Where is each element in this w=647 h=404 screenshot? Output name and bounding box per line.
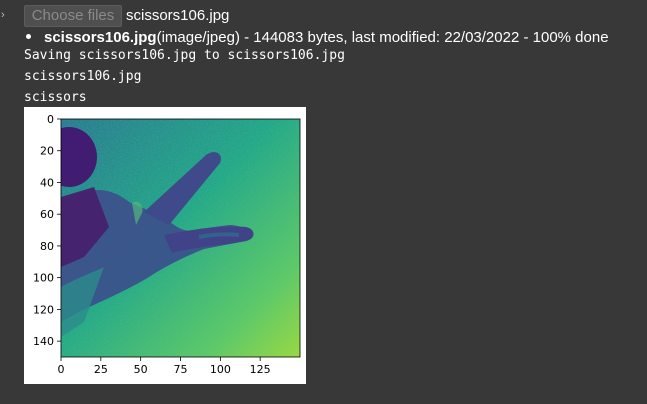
x-tick-label: 50 [134, 363, 148, 376]
y-tick-label: 20 [40, 145, 54, 158]
image-plot-svg: 0 25 50 75 100 125 0 20 40 60 80 100 120 140 [33, 113, 301, 376]
image-heatmap [61, 119, 300, 357]
x-tick-label: 25 [94, 363, 108, 376]
x-tick-label: 0 [58, 363, 65, 376]
x-tick-label: 75 [174, 363, 188, 376]
uploaded-file-name: scissors106.jpg [44, 29, 157, 46]
output-collapse-arrow-icon[interactable]: › [1, 9, 5, 21]
choose-files-button[interactable]: Choose files [24, 5, 122, 27]
uploaded-file-item: scissors106.jpg(image/jpeg) - 144083 byt… [26, 29, 609, 47]
y-tick-label: 60 [40, 208, 54, 221]
y-tick-label: 40 [40, 176, 54, 189]
y-tick-label: 120 [33, 303, 54, 316]
output-saving-line: Saving scissors106.jpg to scissors106.jp… [24, 48, 345, 63]
output-filename-line: scissors106.jpg [24, 69, 142, 84]
x-tick-label: 100 [210, 363, 231, 376]
chosen-file-name: scissors106.jpg [126, 7, 230, 24]
y-tick-label: 80 [40, 240, 54, 253]
uploaded-file-details: (image/jpeg) - 144083 bytes, last modifi… [156, 29, 609, 46]
image-plot: 0 25 50 75 100 125 0 20 40 60 80 100 120 140 [24, 107, 306, 384]
y-tick-label: 140 [33, 335, 54, 348]
x-tick-label: 125 [250, 363, 271, 376]
y-tick-label: 0 [47, 113, 54, 126]
list-bullet-icon [26, 33, 31, 39]
output-prediction-line: scissors [24, 90, 87, 105]
y-tick-label: 100 [33, 272, 54, 285]
